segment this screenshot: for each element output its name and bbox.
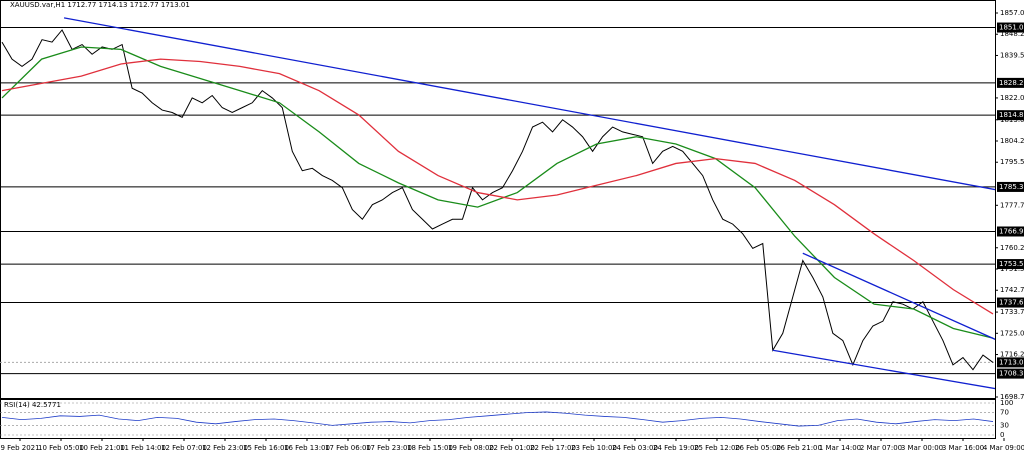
x-tick-label: 12 Feb 07:00 [161,444,207,452]
y-tick-label: 1716.25 [1000,351,1024,359]
rsi-frame [0,399,996,439]
trend-line [63,17,995,191]
moving-average [1,46,994,339]
x-tick-label: 15 Feb 16:00 [243,444,289,452]
y-tick-label: 1857.00 [1000,9,1024,17]
y-tick-label: 1777.75 [1000,201,1024,209]
x-tick-label: 18 Feb 15:00 [407,444,453,452]
rsi-tick-label: 70 [1000,409,1009,417]
x-tick-label: 24 Feb 03:00 [612,444,658,452]
y-tick-label: 1733.75 [1000,308,1024,316]
trend-line [772,349,995,390]
level-label-box [997,226,1024,237]
level-label-box [997,110,1024,121]
rsi-tick-label: 100 [1000,399,1013,407]
x-tick-label: 24 Feb 19:00 [653,444,699,452]
current-price-box [997,357,1024,368]
x-tick-label: 4 Mar 09:00 [983,444,1024,452]
x-tick-label: 3 Mar 00:00 [901,444,943,452]
level-label: 1785.32 [999,183,1024,191]
x-tick-label: 22 Feb 01:00 [489,444,535,452]
level-label-box [997,77,1024,88]
x-tick-label: 11 Feb 14:00 [120,444,166,452]
rsi-title: RSI(14) 42.5771 [4,401,61,409]
x-tick-label: 10 Feb 21:00 [79,444,125,452]
x-tick-label: 19 Feb 08:00 [448,444,494,452]
x-tick-label: 1 Mar 14:00 [819,444,861,452]
y-tick-label: 1848.25 [1000,30,1024,38]
chart-title: XAUUSD.var,H1 1712.77 1714.13 1712.77 17… [10,1,190,9]
y-tick-label: 1742.75 [1000,286,1024,294]
rsi-tick-label: 30 [1000,421,1009,429]
x-tick-label: 3 Mar 16:00 [942,444,984,452]
y-tick-label: 1725.00 [1000,329,1024,337]
x-tick-label: 26 Feb 05:00 [735,444,781,452]
level-label-box [997,368,1024,379]
price-line [1,29,994,371]
x-tick-label: 16 Feb 13:00 [284,444,330,452]
x-tick-label: 22 Feb 17:00 [530,444,576,452]
y-tick-label: 1804.25 [1000,137,1024,145]
level-label: 1737.68 [999,299,1024,307]
x-tick-label: 17 Feb 06:00 [325,444,371,452]
level-label: 1708.39 [999,370,1024,378]
rsi-line [1,411,994,427]
x-tick-label: 9 Feb 2021 [0,444,39,452]
x-tick-label: 26 Feb 21:00 [776,444,822,452]
y-tick-label: 1839.50 [1000,51,1024,59]
y-tick-label: 1760.25 [1000,244,1024,252]
x-tick-label: 17 Feb 23:00 [366,444,412,452]
level-label: 1851.01 [999,24,1024,32]
moving-average [1,58,994,315]
level-label-box [997,181,1024,192]
x-tick-label: 25 Feb 12:00 [694,444,740,452]
current-price-label: 1713.01 [999,358,1024,366]
y-tick-label: 1795.50 [1000,158,1024,166]
x-tick-label: 10 Feb 05:00 [38,444,84,452]
level-label-box [997,259,1024,270]
level-label: 1814.89 [999,111,1024,119]
x-tick-label: 2 Mar 07:00 [860,444,902,452]
level-label-box [997,297,1024,308]
x-tick-label: 12 Feb 23:00 [202,444,248,452]
trend-line [802,252,995,340]
rsi-tick-label: 0 [1000,431,1004,439]
x-tick-label: 23 Feb 10:00 [571,444,617,452]
level-label: 1766.96 [999,227,1024,235]
level-label-box [997,22,1024,33]
y-tick-label: 1698.75 [1000,393,1024,401]
y-tick-label: 1822.00 [1000,94,1024,102]
level-label: 1753.53 [999,260,1024,268]
level-label: 1828.20 [999,79,1024,87]
